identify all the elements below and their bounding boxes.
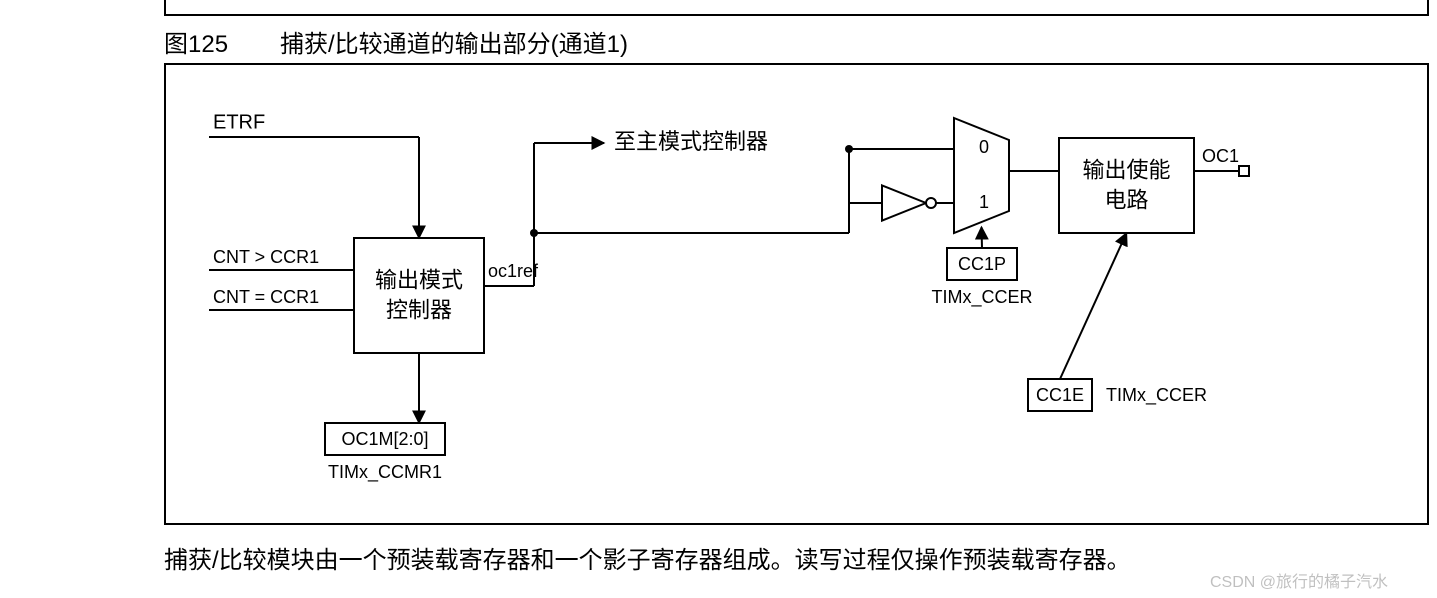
watermark: CSDN @旅行的橘子汽水 bbox=[1210, 568, 1388, 592]
figure-number: 图125 bbox=[164, 24, 228, 59]
out-en-line1: 输出使能 bbox=[1082, 157, 1170, 182]
oc1ref-label: oc1ref bbox=[488, 261, 539, 281]
diagram: 输出模式控制器 ETRF CNT > CCR1 CNT = CCR1 OC1M[2:0]… bbox=[164, 63, 1429, 525]
mode-ctrl-line1: 输出模式 bbox=[375, 267, 463, 292]
figure-caption: 捕获/比较通道的输出部分(通道1) bbox=[280, 24, 628, 59]
cnt-eq-label: CNT = CCR1 bbox=[213, 287, 319, 307]
cnt-gt-label: CNT > CCR1 bbox=[213, 247, 319, 267]
cc1p-label: CC1P bbox=[958, 254, 1006, 274]
mux-1-label: 1 bbox=[979, 192, 989, 212]
timx-ccer-1-label: TIMx_CCER bbox=[931, 287, 1032, 308]
etrf-label: ETRF bbox=[213, 111, 265, 133]
timx-ccmr1-label: TIMx_CCMR1 bbox=[328, 462, 442, 483]
to-master-label: 至主模式控制器 bbox=[614, 129, 768, 154]
footer-text: 捕获/比较模块由一个预装载寄存器和一个影子寄存器组成。读写过程仅操作预装载寄存器… bbox=[164, 540, 1131, 575]
cc1e-label: CC1E bbox=[1036, 385, 1084, 405]
out-en-line2: 电路 bbox=[1104, 187, 1148, 212]
timx-ccer-2-label: TIMx_CCER bbox=[1106, 385, 1207, 406]
oc1-label: OC1 bbox=[1202, 146, 1239, 166]
mode-ctrl-line2: 控制器 bbox=[386, 297, 452, 322]
top-frame-segment bbox=[164, 0, 1429, 16]
oc1m-label: OC1M[2:0] bbox=[341, 429, 428, 449]
mux-0-label: 0 bbox=[979, 137, 989, 157]
